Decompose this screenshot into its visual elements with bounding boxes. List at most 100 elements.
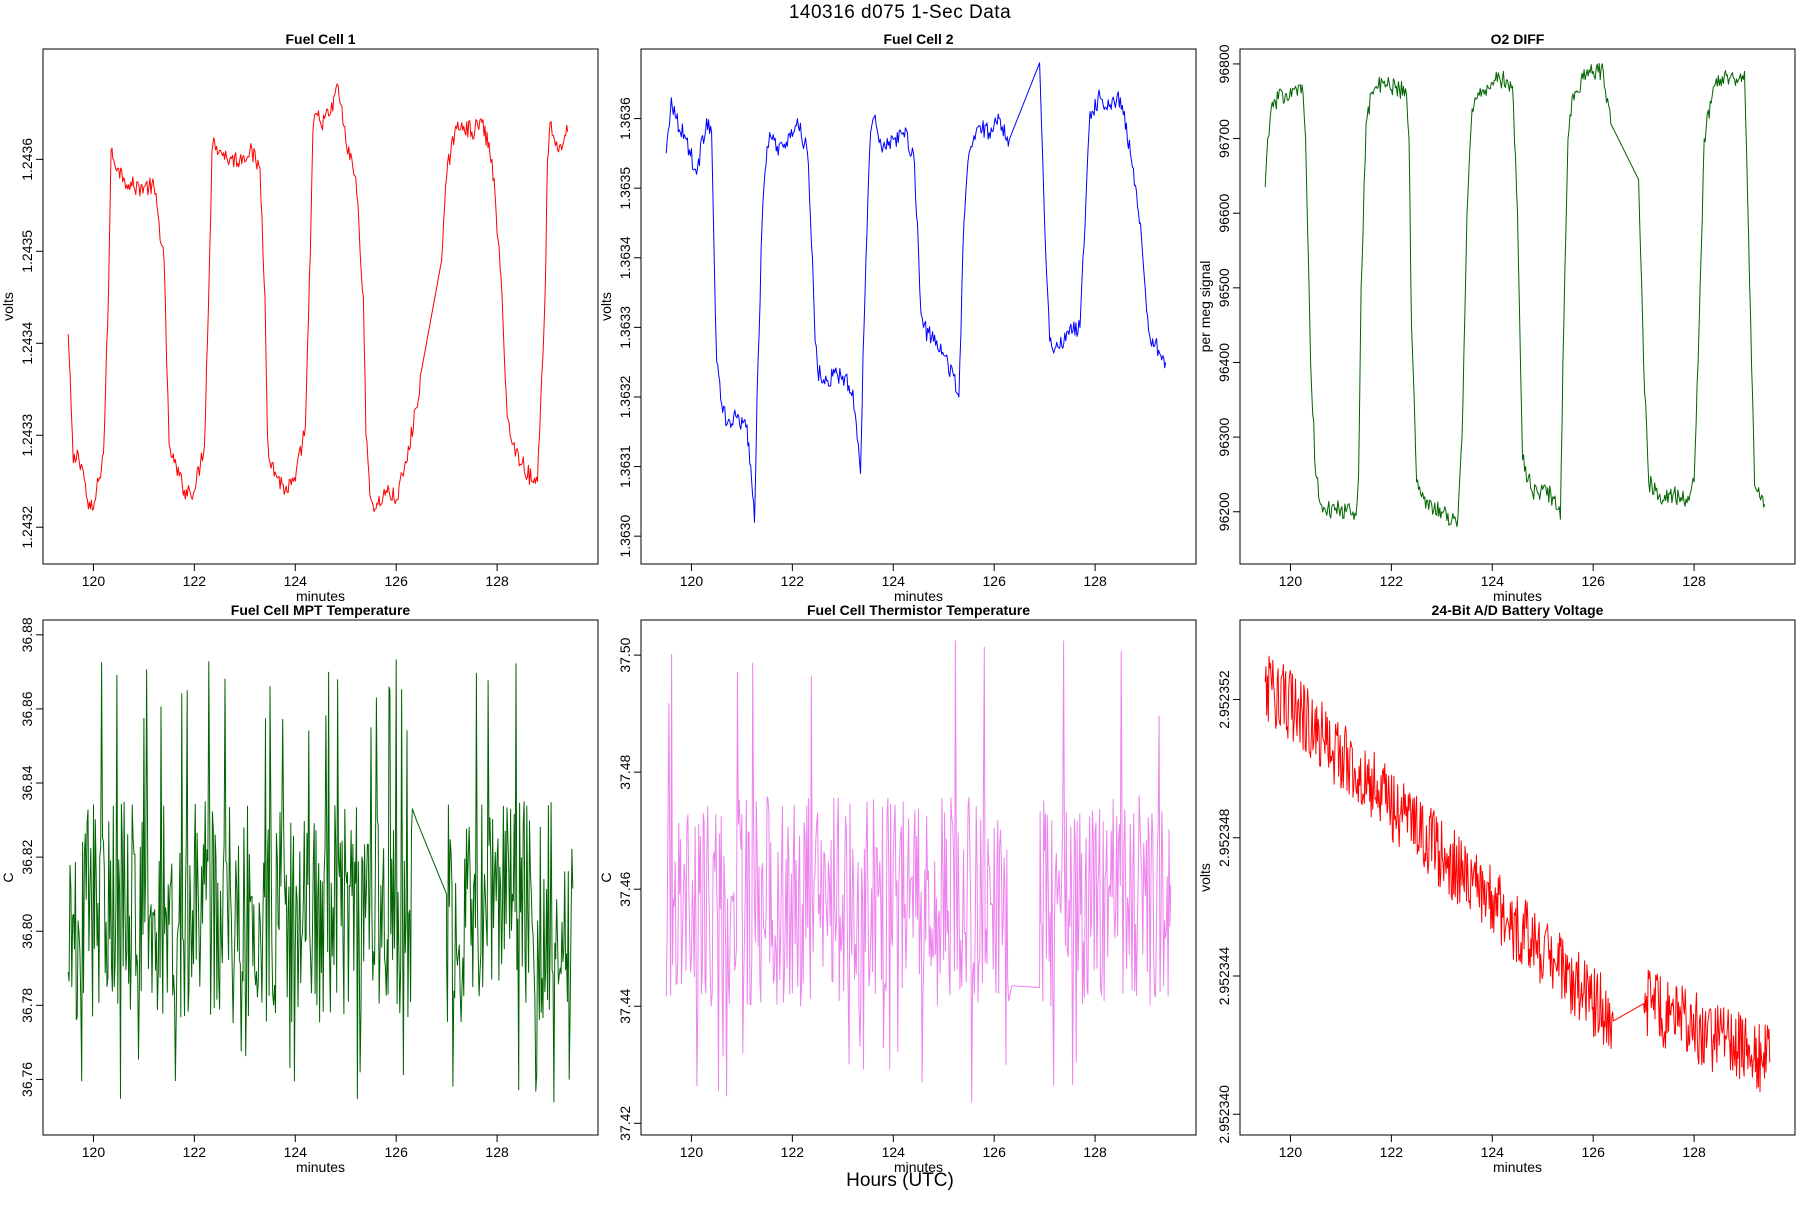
- y-tick-label: 2.952340: [1216, 1085, 1232, 1144]
- data-series-line: [665, 62, 1167, 523]
- y-axis-label: volts: [0, 292, 16, 321]
- x-tick-label: 124: [284, 1144, 308, 1160]
- y-tick-label: 1.3634: [617, 236, 633, 279]
- x-tick-label: 126: [1582, 1144, 1606, 1160]
- y-tick-label: 1.3633: [617, 306, 633, 349]
- y-tick-label: 37.42: [617, 1106, 633, 1141]
- data-series-line: [67, 83, 569, 513]
- x-tick-label: 120: [1279, 1144, 1303, 1160]
- x-axis-label: minutes: [1493, 1159, 1542, 1175]
- y-tick-label: 96400: [1216, 343, 1232, 382]
- data-series-line: [67, 659, 574, 1103]
- x-tick-label: 126: [385, 573, 409, 589]
- plot-frame: [640, 48, 1197, 565]
- x-tick-label: 124: [882, 1144, 906, 1160]
- y-axis-label: volts: [1197, 863, 1213, 892]
- y-tick-label: 36.78: [19, 988, 35, 1023]
- y-tick-label: 36.86: [19, 691, 35, 726]
- y-axis-label: per meg signal: [1197, 261, 1213, 353]
- x-axis-label: minutes: [894, 1159, 943, 1175]
- y-tick-label: 36.84: [19, 765, 35, 800]
- y-tick-label: 36.82: [19, 839, 35, 874]
- x-tick-label: 126: [983, 1144, 1007, 1160]
- y-tick-label: 37.50: [617, 637, 633, 672]
- y-tick-label: 1.3632: [617, 375, 633, 418]
- x-tick-label: 122: [183, 573, 207, 589]
- panel-4: Fuel Cell MPT Temperature 120 122 124 126 128…: [0, 602, 599, 1175]
- y-tick-label: 2.952352: [1216, 670, 1232, 729]
- x-tick-label: 122: [183, 1144, 207, 1160]
- y-tick-label: 96600: [1216, 194, 1232, 233]
- y-tick-label: 96300: [1216, 417, 1232, 456]
- x-tick-label: 128: [485, 1144, 509, 1160]
- y-tick-label: 37.48: [617, 754, 633, 789]
- x-tick-label: 124: [882, 573, 906, 589]
- y-tick-label: 36.76: [19, 1062, 35, 1097]
- data-series-line: [665, 640, 1172, 1103]
- y-tick-label: 1.2433: [19, 414, 35, 457]
- x-tick-label: 128: [1682, 1144, 1706, 1160]
- panel-3: O2 DIFF 120 122 124 126 128 minutes 96200 96300 9…: [1197, 31, 1796, 604]
- data-series-line: [1264, 655, 1771, 1093]
- x-tick-label: 120: [680, 1144, 704, 1160]
- plot-frame: [42, 619, 599, 1136]
- panel-1: Fuel Cell 1 120 122 124 126 128 minutes 1.2432 1…: [0, 31, 599, 604]
- panel-title: O2 DIFF: [1491, 31, 1545, 47]
- x-tick-label: 126: [983, 573, 1007, 589]
- x-axis-label: minutes: [1493, 588, 1542, 604]
- panel-title: 24-Bit A/D Battery Voltage: [1432, 602, 1604, 618]
- x-tick-label: 122: [1380, 573, 1404, 589]
- x-tick-label: 124: [284, 573, 308, 589]
- x-tick-label: 124: [1481, 1144, 1505, 1160]
- panel-title: Fuel Cell Thermistor Temperature: [807, 602, 1030, 618]
- x-axis-label: minutes: [894, 588, 943, 604]
- y-tick-label: 36.80: [19, 913, 35, 948]
- panel-title: Fuel Cell MPT Temperature: [231, 602, 411, 618]
- x-tick-label: 120: [82, 1144, 106, 1160]
- y-tick-label: 1.2436: [19, 138, 35, 181]
- x-tick-label: 128: [1083, 573, 1107, 589]
- plot-frame: [1239, 619, 1796, 1136]
- y-tick-label: 1.2432: [19, 506, 35, 549]
- panel-5: Fuel Cell Thermistor Temperature 120 122 12…: [598, 602, 1197, 1175]
- global-x-axis-label: Hours (UTC): [846, 1170, 954, 1191]
- x-tick-label: 122: [1380, 1144, 1404, 1160]
- x-tick-label: 124: [1481, 573, 1505, 589]
- x-tick-label: 122: [781, 573, 805, 589]
- y-tick-label: 96700: [1216, 119, 1232, 158]
- panel-title: Fuel Cell 2: [883, 31, 953, 47]
- plot-frame: [640, 619, 1197, 1136]
- y-tick-label: 1.2435: [19, 230, 35, 273]
- x-tick-label: 128: [1682, 573, 1706, 589]
- x-tick-label: 128: [485, 573, 509, 589]
- y-tick-label: 1.3631: [617, 445, 633, 488]
- panel-title: Fuel Cell 1: [285, 31, 355, 47]
- x-tick-label: 120: [680, 573, 704, 589]
- plot-frame: [42, 48, 599, 565]
- x-tick-label: 122: [781, 1144, 805, 1160]
- y-tick-label: 36.88: [19, 617, 35, 652]
- y-tick-label: 96800: [1216, 44, 1232, 83]
- y-axis-label: volts: [598, 292, 614, 321]
- y-tick-label: 1.3630: [617, 515, 633, 558]
- x-tick-label: 126: [1582, 573, 1606, 589]
- y-tick-label: 1.3635: [617, 167, 633, 210]
- x-tick-label: 126: [385, 1144, 409, 1160]
- y-axis-label: C: [0, 872, 16, 882]
- x-tick-label: 120: [82, 573, 106, 589]
- y-tick-label: 96500: [1216, 268, 1232, 307]
- y-tick-label: 37.46: [617, 871, 633, 906]
- y-tick-label: 1.2434: [19, 322, 35, 365]
- y-tick-label: 2.952348: [1216, 808, 1232, 867]
- y-tick-label: 37.44: [617, 989, 633, 1024]
- x-axis-label: minutes: [296, 588, 345, 604]
- x-tick-label: 120: [1279, 573, 1303, 589]
- data-series-line: [1264, 63, 1766, 528]
- panel-6: 24-Bit A/D Battery Voltage 120 122 124 126 12…: [1197, 602, 1796, 1175]
- y-tick-label: 96200: [1216, 492, 1232, 531]
- y-axis-label: C: [598, 872, 614, 882]
- y-tick-label: 2.952344: [1216, 947, 1232, 1006]
- panel-2: Fuel Cell 2 120 122 124 126 128 minutes 1.3630 1…: [598, 31, 1197, 604]
